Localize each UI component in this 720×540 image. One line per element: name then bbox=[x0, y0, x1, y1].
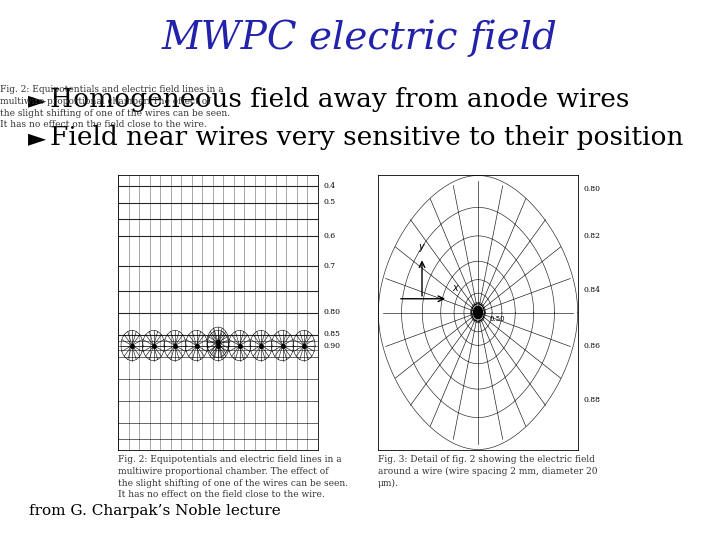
Text: 0.84: 0.84 bbox=[584, 287, 601, 294]
Text: Fig. 2: Equipotentials and electric field lines in a
multiwire proportional cham: Fig. 2: Equipotentials and electric fiel… bbox=[118, 455, 348, 500]
Text: y: y bbox=[418, 242, 424, 252]
Text: 0.5: 0.5 bbox=[324, 199, 336, 206]
Text: 0.6: 0.6 bbox=[324, 232, 336, 240]
Text: MWPC electric field: MWPC electric field bbox=[162, 19, 558, 57]
Text: x: x bbox=[452, 284, 458, 293]
Text: 0.7: 0.7 bbox=[324, 262, 336, 270]
Text: 0.50: 0.50 bbox=[490, 316, 505, 322]
Text: Fig. 3: Detail of fig. 2 showing the electric field
around a wire (wire spacing : Fig. 3: Detail of fig. 2 showing the ele… bbox=[378, 455, 598, 488]
Text: Fig. 2: Equipotentials and electric field lines in a
multiwire proportional cham: Fig. 2: Equipotentials and electric fiel… bbox=[0, 85, 230, 130]
Text: 0.85: 0.85 bbox=[324, 330, 341, 339]
Text: Homogeneous field away from anode wires: Homogeneous field away from anode wires bbox=[50, 87, 629, 112]
Text: 0.82: 0.82 bbox=[584, 232, 601, 240]
Text: ►: ► bbox=[28, 88, 46, 112]
Text: 0.90: 0.90 bbox=[324, 341, 341, 349]
Text: 0.88: 0.88 bbox=[584, 396, 601, 404]
Text: Field near wires very sensitive to their position: Field near wires very sensitive to their… bbox=[50, 125, 683, 151]
Text: from G. Charpak’s Noble lecture: from G. Charpak’s Noble lecture bbox=[29, 504, 281, 518]
Text: 0.86: 0.86 bbox=[584, 341, 601, 349]
Text: ►: ► bbox=[28, 126, 46, 150]
Text: 0.80: 0.80 bbox=[324, 308, 341, 316]
Text: 0.4: 0.4 bbox=[324, 182, 336, 190]
Circle shape bbox=[474, 306, 482, 319]
Text: 0.80: 0.80 bbox=[584, 185, 601, 193]
